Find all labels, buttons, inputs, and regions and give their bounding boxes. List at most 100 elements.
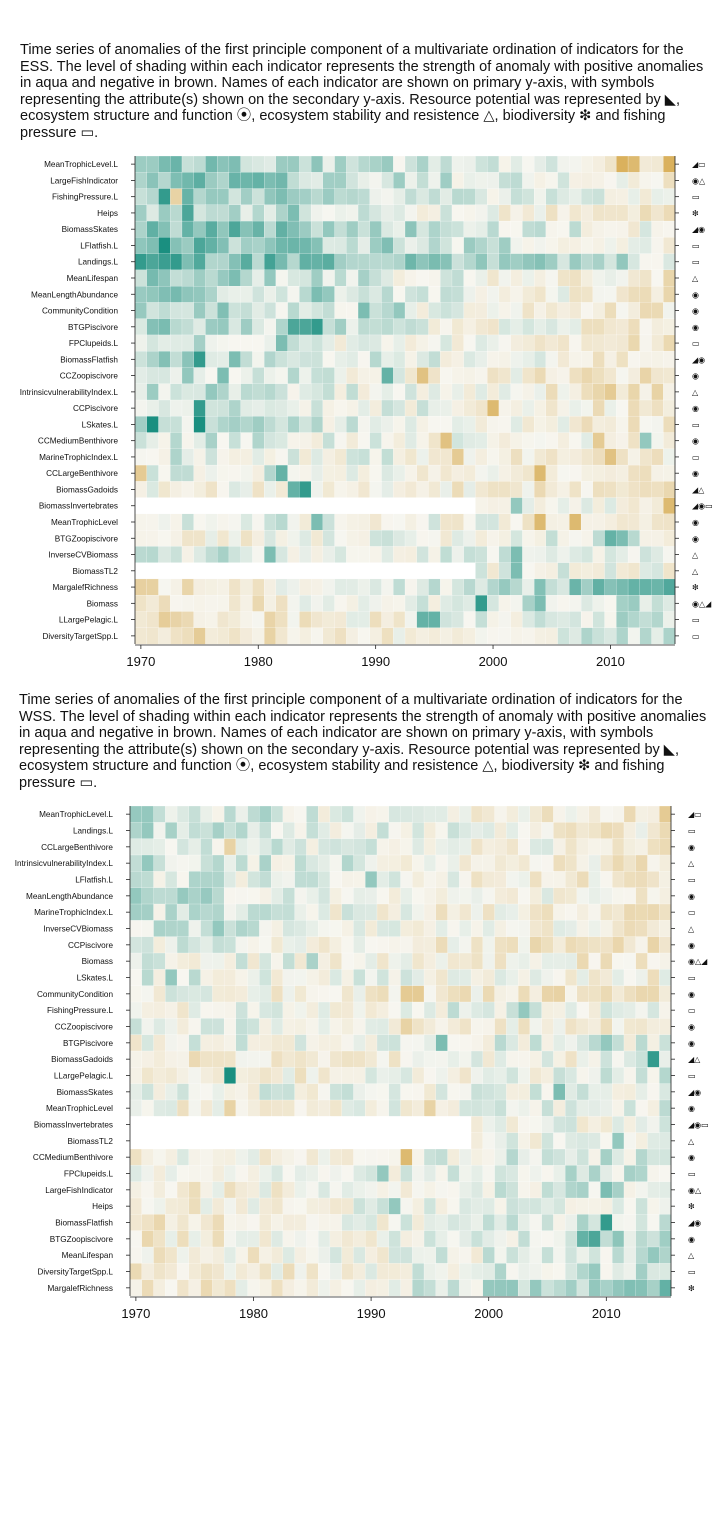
heat-cell: [259, 1132, 272, 1150]
heat-cell: [576, 1083, 590, 1101]
heat-cell: [569, 448, 582, 466]
heat-cell: [318, 1034, 331, 1052]
heat-cell: [188, 903, 201, 921]
heat-cell: [416, 611, 429, 629]
heat-cell: [252, 416, 265, 433]
heat-cell: [470, 838, 484, 856]
heat-cell: [557, 464, 570, 482]
heat-cell: [494, 1230, 507, 1248]
heat-cell: [600, 1083, 613, 1101]
heat-cell: [306, 871, 319, 889]
heat-cell: [569, 627, 582, 645]
heat-cell: [565, 854, 578, 872]
row-label: MeanLengthAbundance: [31, 290, 118, 299]
heat-cell: [376, 871, 390, 889]
heat-cell: [287, 269, 300, 287]
heat-cell: [188, 969, 201, 987]
heat-cell: [357, 481, 371, 499]
heat-cell: [153, 1279, 166, 1297]
heat-cell: [247, 871, 260, 889]
heat-cell: [357, 351, 371, 368]
heat-cell: [639, 497, 652, 515]
heat-cell: [176, 838, 190, 856]
heat-cell: [388, 1116, 401, 1134]
heat-cell: [228, 432, 242, 450]
heat-cell: [188, 1181, 201, 1199]
heat-cell: [447, 1230, 460, 1248]
heat-cell: [463, 578, 476, 596]
heat-cell: [647, 985, 660, 1003]
heat-cell: [252, 562, 265, 580]
heat-cell: [271, 1263, 284, 1281]
heat-cell: [318, 1083, 331, 1101]
heat-cell: [553, 936, 566, 954]
heat-cell: [510, 595, 523, 612]
heat-cell: [264, 286, 277, 303]
heat-cell: [580, 448, 594, 466]
heat-cell: [369, 188, 382, 206]
heat-cell: [322, 286, 335, 303]
heat-cell: [651, 172, 664, 189]
heat-cell: [470, 1034, 484, 1052]
heat-cell: [141, 1132, 154, 1150]
heat-cell: [158, 497, 171, 515]
heat-cell: [592, 464, 605, 482]
heat-cell: [252, 513, 265, 531]
heat-cell: [158, 448, 171, 466]
heat-cell: [212, 1034, 225, 1052]
heat-cell: [170, 432, 183, 450]
heat-cell: [158, 416, 171, 433]
heat-cell: [158, 334, 171, 352]
heat-cell: [346, 611, 359, 629]
heat-cell: [235, 1181, 249, 1199]
heat-cell: [569, 318, 582, 336]
heat-cell: [447, 822, 460, 840]
heat-cell: [569, 383, 582, 401]
heat-cell: [463, 497, 476, 515]
heat-cell: [341, 1246, 354, 1264]
row-label: BiomassFlatfish: [60, 355, 118, 364]
heat-cell: [252, 269, 265, 287]
heat-cell: [494, 1132, 507, 1150]
heat-cell: [381, 286, 394, 303]
heat-cell: [264, 416, 277, 433]
heat-cell: [470, 1050, 484, 1068]
heat-cell: [393, 448, 406, 466]
heat-cell: [459, 1067, 472, 1085]
heat-cell: [217, 253, 230, 271]
heat-cell: [146, 562, 159, 580]
heat-cell: [294, 822, 307, 840]
heat-cell: [240, 432, 253, 450]
heat-cell: [470, 1018, 484, 1036]
heat-cell: [271, 838, 284, 856]
heat-cell: [651, 237, 664, 255]
heat-cell: [181, 351, 195, 368]
heat-cell: [275, 188, 289, 206]
heat-cell: [487, 578, 500, 596]
heat-cell: [627, 497, 641, 515]
heat-cell: [181, 237, 195, 255]
heat-cell: [176, 1099, 190, 1117]
heat-cell: [616, 155, 629, 173]
heat-cell: [580, 155, 594, 173]
heat-cell: [353, 1067, 366, 1085]
heat-cell: [181, 578, 195, 596]
heat-cell: [639, 578, 652, 596]
heat-cell: [487, 269, 500, 287]
heat-cell: [235, 1099, 249, 1117]
heat-cell: [522, 188, 535, 206]
heat-cell: [299, 302, 312, 320]
heat-cell: [188, 822, 201, 840]
heat-cell: [529, 1214, 543, 1232]
heat-cell: [322, 611, 335, 629]
heat-cell: [388, 1197, 401, 1215]
heat-cell: [388, 1181, 401, 1199]
heat-cell: [440, 530, 453, 547]
heat-cell: [412, 822, 425, 840]
heat-cell: [440, 204, 453, 222]
heat-cell: [376, 1132, 390, 1150]
heat-cell: [541, 1230, 554, 1248]
heat-cell: [541, 1214, 554, 1232]
heat-cell: [264, 204, 277, 222]
heat-cell: [639, 448, 652, 466]
